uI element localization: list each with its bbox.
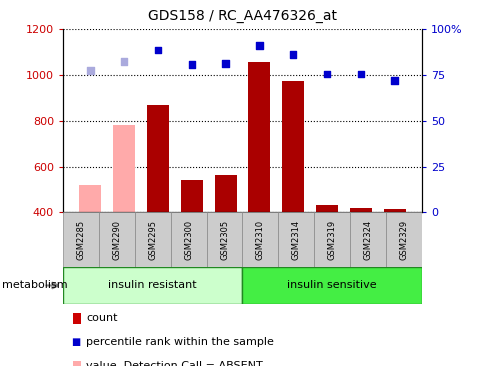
Bar xyxy=(282,81,303,212)
Text: percentile rank within the sample: percentile rank within the sample xyxy=(86,337,273,347)
Point xyxy=(221,61,229,67)
Text: GDS158 / RC_AA476326_at: GDS158 / RC_AA476326_at xyxy=(148,9,336,23)
Text: GSM2329: GSM2329 xyxy=(399,220,408,260)
Point xyxy=(86,68,94,74)
Bar xyxy=(248,63,270,212)
FancyBboxPatch shape xyxy=(278,212,314,267)
Text: GSM2305: GSM2305 xyxy=(220,220,228,260)
Point xyxy=(289,52,297,57)
Bar xyxy=(214,175,236,212)
Text: count: count xyxy=(86,313,118,324)
Point xyxy=(356,71,364,77)
FancyBboxPatch shape xyxy=(206,212,242,267)
FancyBboxPatch shape xyxy=(63,267,242,304)
FancyBboxPatch shape xyxy=(63,212,99,267)
Bar xyxy=(181,180,202,212)
Bar xyxy=(316,205,337,212)
FancyBboxPatch shape xyxy=(135,212,170,267)
Text: GSM2310: GSM2310 xyxy=(256,220,264,260)
Text: insulin sensitive: insulin sensitive xyxy=(287,280,376,291)
Text: GSM2295: GSM2295 xyxy=(148,220,157,260)
FancyBboxPatch shape xyxy=(242,212,278,267)
FancyBboxPatch shape xyxy=(314,212,349,267)
Text: GSM2324: GSM2324 xyxy=(363,220,372,260)
FancyBboxPatch shape xyxy=(242,267,421,304)
Text: GSM2319: GSM2319 xyxy=(327,220,336,260)
Point xyxy=(322,71,330,77)
FancyBboxPatch shape xyxy=(99,212,135,267)
Bar xyxy=(113,125,135,212)
FancyBboxPatch shape xyxy=(170,212,206,267)
Text: GSM2314: GSM2314 xyxy=(291,220,300,260)
Text: GSM2300: GSM2300 xyxy=(184,220,193,260)
Point xyxy=(120,58,128,64)
Bar xyxy=(349,208,371,212)
Text: GSM2285: GSM2285 xyxy=(76,220,85,260)
Point xyxy=(390,78,398,84)
FancyBboxPatch shape xyxy=(349,212,385,267)
FancyBboxPatch shape xyxy=(385,212,421,267)
Text: metabolism: metabolism xyxy=(2,280,68,291)
Point xyxy=(154,47,162,53)
Bar xyxy=(383,209,405,212)
Text: value, Detection Call = ABSENT: value, Detection Call = ABSENT xyxy=(86,361,262,366)
Point xyxy=(255,42,263,48)
Bar xyxy=(79,185,101,212)
Point xyxy=(187,62,195,68)
Bar xyxy=(147,105,168,212)
Text: insulin resistant: insulin resistant xyxy=(108,280,197,291)
Text: ■: ■ xyxy=(72,337,81,347)
Text: GSM2290: GSM2290 xyxy=(112,220,121,260)
